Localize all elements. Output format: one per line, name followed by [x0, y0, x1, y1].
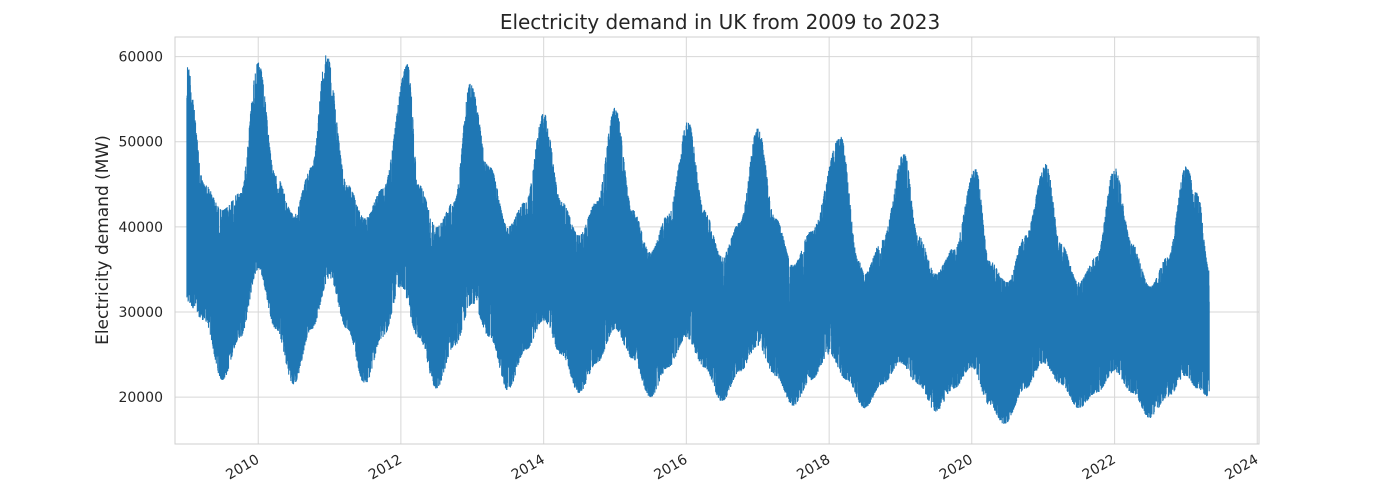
x-tick-label: 2020	[937, 452, 976, 484]
y-tick-label: 30000	[118, 305, 163, 321]
x-tick-label: 2012	[366, 452, 405, 484]
x-tick-label: 2010	[223, 452, 262, 484]
demand-series-line	[186, 55, 1210, 424]
chart-title: Electricity demand in UK from 2009 to 20…	[500, 10, 940, 34]
x-tick-label: 2016	[651, 452, 690, 484]
y-tick-label: 40000	[118, 220, 163, 236]
x-tick-label: 2024	[1222, 452, 1261, 484]
x-tick-labels: 2010 2012 2014 2016 2018 2020 2022 2024	[223, 452, 1261, 484]
x-tick-label: 2022	[1080, 452, 1119, 484]
x-tick-label: 2018	[794, 452, 833, 484]
y-tick-label: 50000	[118, 135, 163, 151]
y-tick-label: 60000	[118, 50, 163, 66]
x-tick-label: 2014	[509, 452, 548, 484]
plot-frame	[174, 36, 1260, 445]
y-tick-labels: 20000 30000 40000 50000 60000	[118, 50, 163, 407]
y-axis-label: Electricity demand (MW)	[93, 135, 113, 345]
y-tick-label: 20000	[118, 390, 163, 406]
